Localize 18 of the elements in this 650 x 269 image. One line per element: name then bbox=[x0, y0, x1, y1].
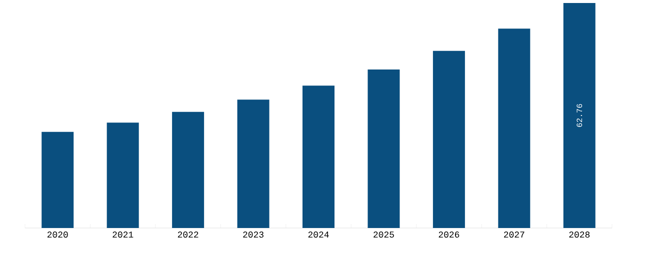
bar bbox=[106, 122, 139, 228]
x-tick-label: 2020 bbox=[47, 232, 68, 238]
x-tick-label: 2027 bbox=[504, 232, 524, 238]
x-tick-label: 2025 bbox=[374, 232, 394, 238]
x-tick-label: 2026 bbox=[438, 232, 460, 238]
bar bbox=[368, 70, 400, 228]
bar bbox=[42, 132, 74, 228]
bar bbox=[432, 50, 465, 228]
bar bbox=[302, 86, 335, 228]
x-tick-label: 2021 bbox=[112, 232, 134, 238]
x-tick-label: 2023 bbox=[243, 232, 264, 238]
x-tick-label: 2022 bbox=[178, 232, 198, 238]
bar bbox=[172, 112, 204, 228]
bar bbox=[237, 100, 270, 228]
bar bbox=[563, 3, 596, 228]
x-tick-label: 2024 bbox=[308, 232, 329, 238]
x-tick-label: 2028 bbox=[569, 232, 590, 238]
bar bbox=[498, 28, 530, 228]
